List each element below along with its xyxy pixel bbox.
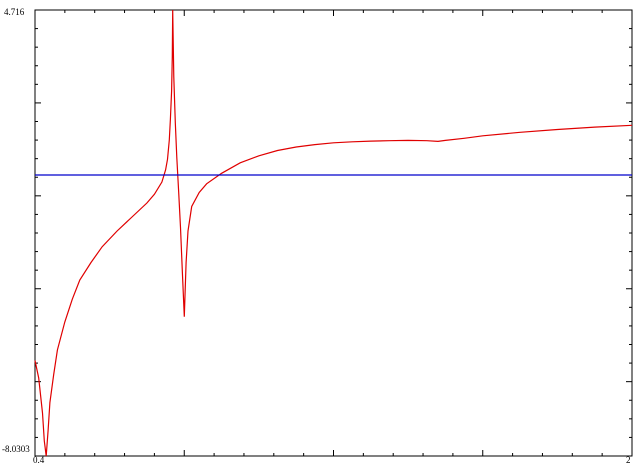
y-tick-label-bottom: -8.0303: [2, 444, 30, 454]
y-tick-label-top: 4.716: [4, 7, 25, 17]
x-tick-label-left: 0.4: [33, 455, 45, 464]
plot-frame: [34, 9, 633, 457]
series-group: [34, 9, 633, 457]
axis-ticks: [34, 9, 633, 457]
x-tick-label-right: 2: [626, 455, 631, 464]
series-line-0: [34, 9, 633, 457]
